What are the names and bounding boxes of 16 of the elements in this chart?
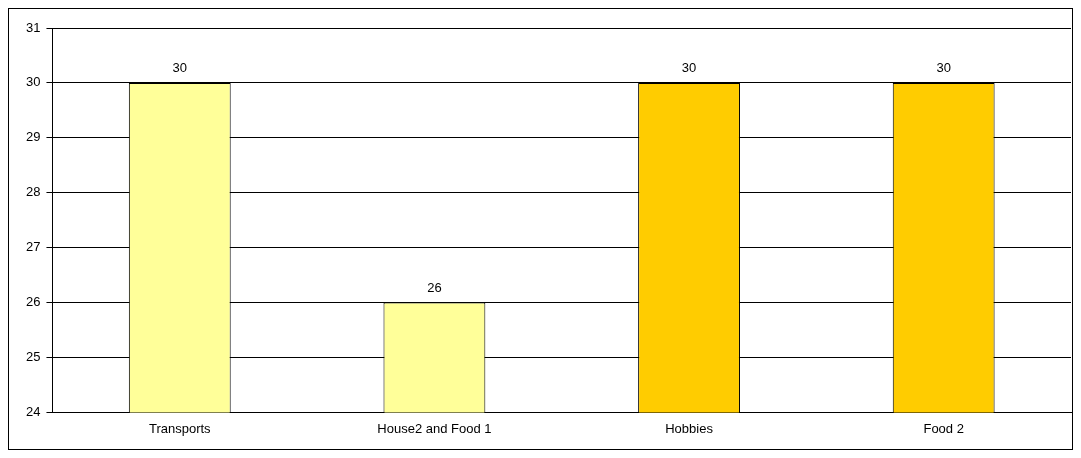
x-tick-label: Hobbies [665, 420, 714, 436]
y-tick-label: 26 [25, 294, 41, 310]
data-label: 30 [681, 59, 697, 75]
y-tick-label: 25 [25, 349, 41, 365]
y-tick-label: 31 [25, 19, 41, 35]
x-tick-label: House2 and Food 1 [377, 420, 492, 436]
x-tick-label: Food 2 [923, 420, 964, 436]
y-tick-label: 27 [25, 239, 41, 255]
y-tick-label: 30 [25, 74, 41, 90]
y-tick-label: 29 [25, 129, 41, 145]
x-tick-label: Transports [148, 420, 212, 436]
data-label: 26 [427, 279, 442, 295]
y-tick-label: 28 [25, 184, 41, 200]
data-label: 30 [172, 59, 188, 75]
y-tick-label: 24 [25, 403, 41, 419]
data-label: 30 [936, 59, 951, 75]
